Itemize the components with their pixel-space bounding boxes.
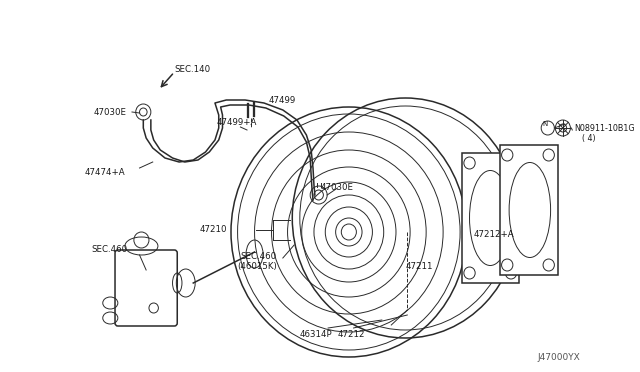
Bar xyxy=(500,145,558,275)
Text: N: N xyxy=(542,121,548,127)
Text: 47212+A: 47212+A xyxy=(474,230,514,239)
Text: SEC.140: SEC.140 xyxy=(175,65,211,74)
FancyBboxPatch shape xyxy=(115,250,177,326)
Text: N08911-10B1G: N08911-10B1G xyxy=(574,124,635,133)
Text: 47211: 47211 xyxy=(405,262,433,271)
Text: 47210: 47210 xyxy=(200,225,227,234)
Text: 46314P: 46314P xyxy=(300,330,332,339)
Text: 47499+A: 47499+A xyxy=(217,118,257,127)
Text: SEC.460: SEC.460 xyxy=(92,245,127,254)
Text: 47030E: 47030E xyxy=(93,108,126,117)
Text: 47499: 47499 xyxy=(269,96,296,105)
Text: J47000YX: J47000YX xyxy=(537,353,580,362)
Text: 47474+A: 47474+A xyxy=(85,168,125,177)
Text: ( 4): ( 4) xyxy=(582,134,595,143)
Text: 47030E: 47030E xyxy=(321,183,353,192)
Text: 47212: 47212 xyxy=(337,330,365,339)
Bar xyxy=(462,153,518,283)
Text: (46015K): (46015K) xyxy=(237,262,277,271)
Text: SEC.460: SEC.460 xyxy=(241,252,276,261)
